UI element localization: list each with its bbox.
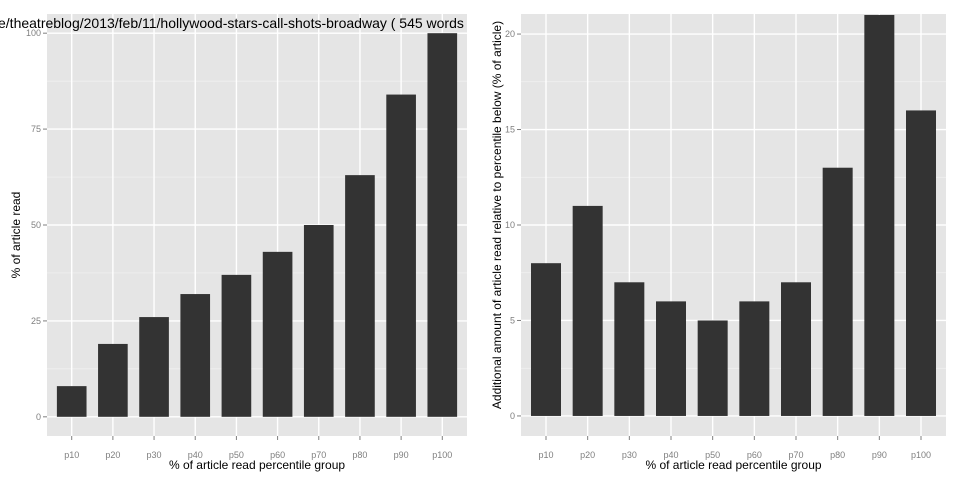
bar-p10 [56, 386, 87, 417]
bar-p70 [303, 225, 334, 417]
x-tick-label: p50 [229, 450, 244, 460]
bar-p60 [739, 301, 770, 416]
x-tick-label: p70 [311, 450, 326, 460]
x-tick-label: p20 [105, 450, 120, 460]
bar-p30 [139, 317, 169, 417]
bar-p40 [656, 301, 686, 416]
bar-p70 [781, 282, 811, 416]
bar-p20 [572, 205, 603, 416]
x-tick-label: p70 [788, 450, 803, 460]
x-tick-label: p90 [872, 450, 887, 460]
bar-p50 [697, 320, 728, 416]
chart-2: 0 5 10 15 20 p10 p20 p30 p40 p50 p60 p70 p80 p90 p100%… [490, 14, 946, 472]
bar-p30 [614, 282, 645, 416]
chart-1: 0 25 50 75 100 p10 p20 p30 p40 p50 p60 p70 p80 p90 p10… [0, 14, 467, 472]
y-tick-label: 5 [510, 315, 515, 325]
bar-p90 [864, 14, 895, 416]
y-tick-label: 15 [505, 125, 515, 135]
bar-p50 [221, 274, 252, 417]
y-tick-label: 0 [510, 411, 515, 421]
x-axis-title: % of article read percentile group [169, 458, 345, 472]
x-tick-label: p40 [663, 450, 678, 460]
x-tick-label: p80 [830, 450, 845, 460]
x-tick-label: p30 [147, 450, 162, 460]
x-tick-label: p20 [580, 450, 595, 460]
x-tick-label: p10 [538, 450, 553, 460]
y-tick-label: 10 [505, 220, 515, 230]
bar-p80 [345, 175, 375, 417]
x-tick-label: p100 [432, 450, 452, 460]
y-tick-label: 20 [505, 29, 515, 39]
x-axis-title: % of article read percentile group [645, 458, 821, 472]
x-tick-label: p30 [622, 450, 637, 460]
x-tick-label: p60 [747, 450, 762, 460]
bar-p20 [98, 343, 128, 417]
bar-p60 [262, 251, 293, 417]
x-tick-label: p10 [64, 450, 79, 460]
y-tick-label: 25 [31, 316, 41, 326]
bar-p90 [386, 94, 416, 417]
bar-p40 [180, 294, 211, 417]
x-tick-label: p60 [270, 450, 285, 460]
x-tick-label: p50 [705, 450, 720, 460]
x-tick-label: p100 [911, 450, 931, 460]
bar-p100 [427, 33, 458, 417]
x-tick-label: p80 [352, 450, 367, 460]
y-axis-title: Additional amount of article read relati… [490, 21, 504, 409]
y-tick-label: 50 [31, 220, 41, 230]
y-tick-label: 75 [31, 124, 41, 134]
x-tick-label: p40 [188, 450, 203, 460]
y-tick-label: 100 [26, 28, 41, 38]
y-tick-label: 0 [36, 412, 41, 422]
bar-p80 [822, 167, 853, 416]
bar-p10 [531, 263, 561, 416]
chart-title: e/theatreblog/2013/feb/11/hollywood-star… [0, 15, 464, 31]
x-tick-label: p90 [394, 450, 409, 460]
bar-p100 [906, 110, 936, 416]
y-axis-title: % of article read [9, 192, 23, 279]
